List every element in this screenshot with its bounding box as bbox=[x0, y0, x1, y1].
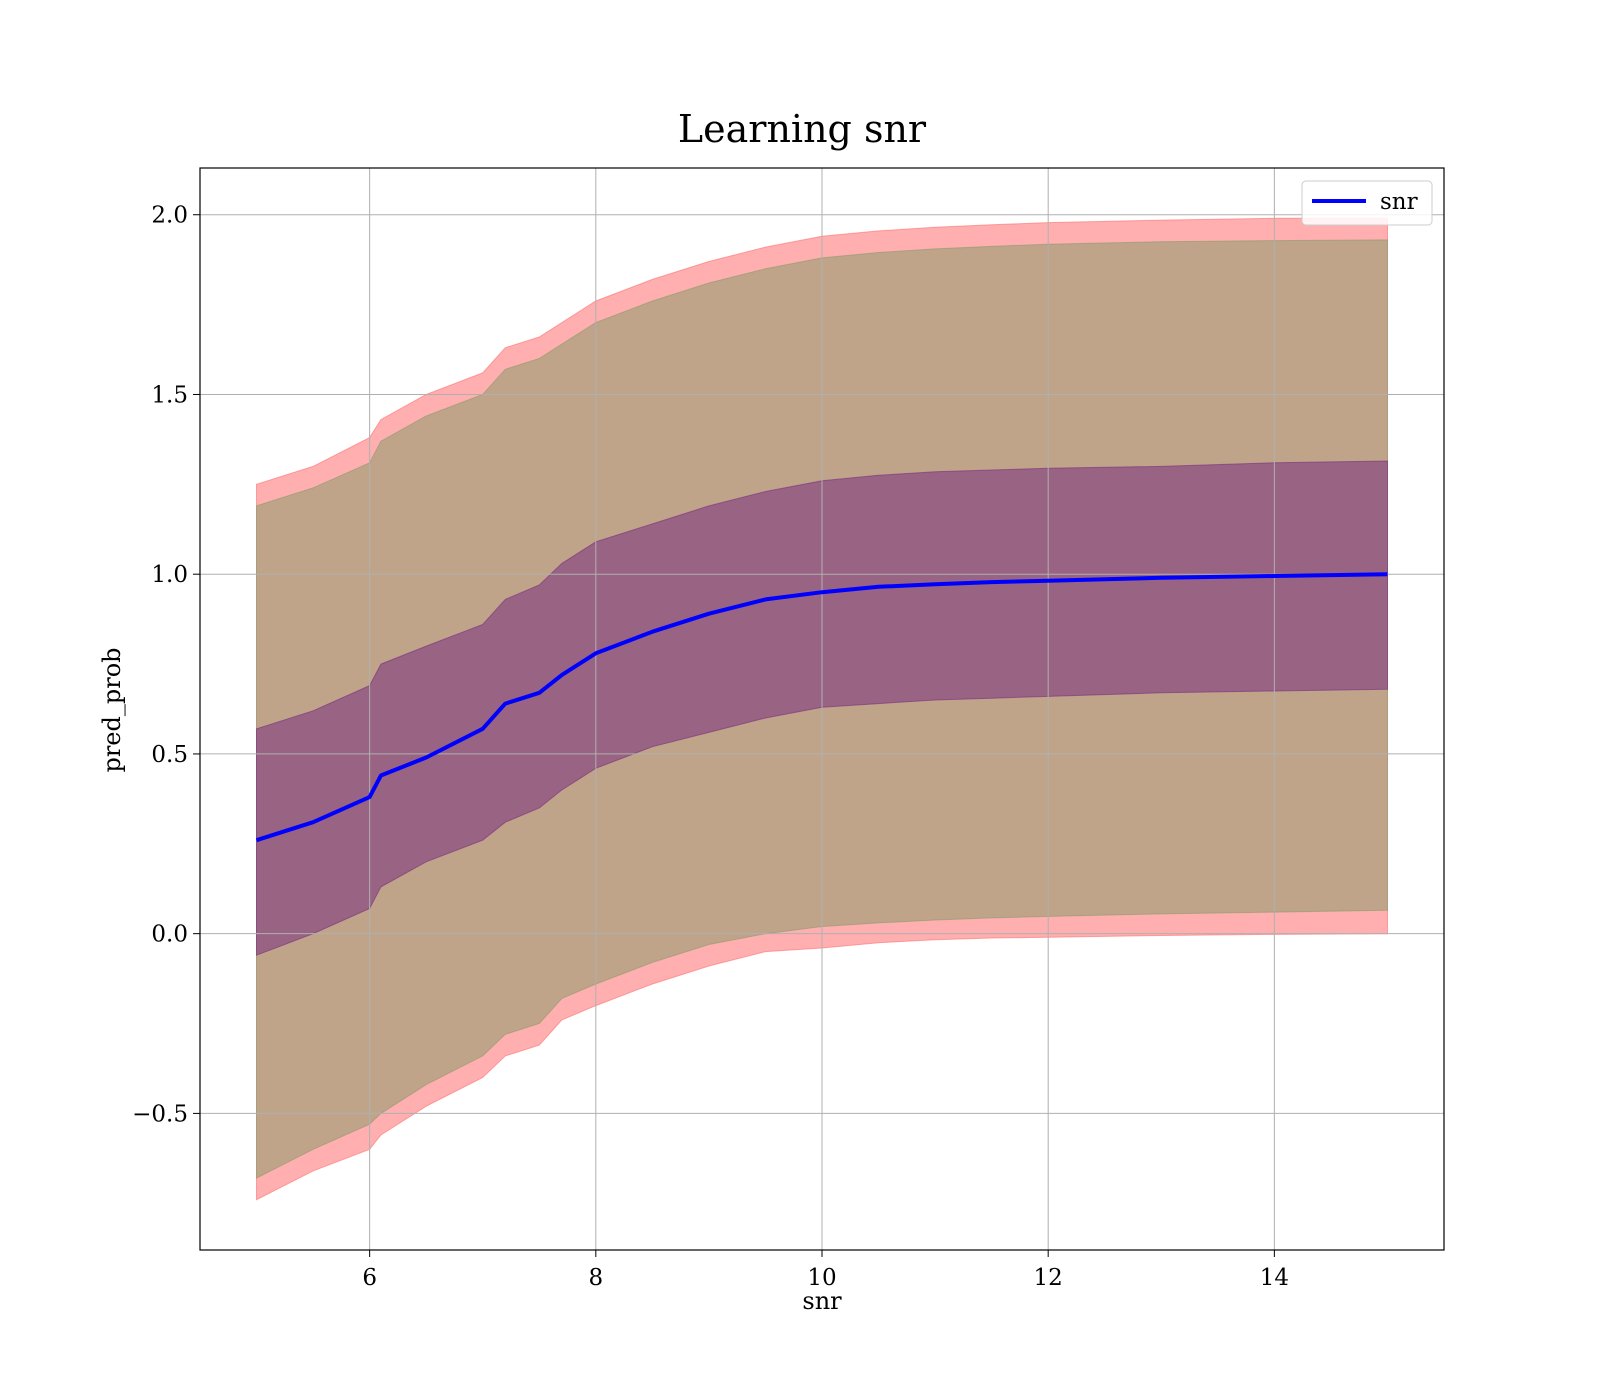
grid-lines bbox=[200, 168, 1444, 1250]
y-tick-label: −0.5 bbox=[132, 1101, 188, 1127]
legend-box bbox=[1301, 180, 1433, 226]
x-tick-label: 10 bbox=[807, 1265, 836, 1291]
series-line-1 bbox=[255, 572, 1388, 843]
y-tick-label: 1.0 bbox=[151, 562, 188, 588]
series-lines bbox=[255, 572, 1388, 843]
y-tick-label: 0.5 bbox=[151, 742, 188, 768]
chart-title: Learning snr bbox=[678, 107, 927, 151]
y-axis-label: pred_prob bbox=[98, 647, 126, 772]
y-tick-label: 2.0 bbox=[151, 203, 188, 229]
band-3 bbox=[256, 460, 1388, 956]
x-tick-label: 8 bbox=[588, 1265, 603, 1291]
y-tick-label: 0.0 bbox=[151, 922, 188, 948]
x-axis-ticks: 6 8 10 12 14 bbox=[362, 1250, 1289, 1291]
y-tick-label: 1.5 bbox=[151, 382, 188, 408]
y-axis-ticks: −0.5 0.0 0.5 1.0 1.5 2.0 bbox=[132, 203, 200, 1127]
x-tick-label: 12 bbox=[1034, 1265, 1063, 1291]
x-tick-label: 6 bbox=[362, 1265, 377, 1291]
x-axis-label: snr bbox=[802, 1287, 842, 1315]
x-tick-label: 14 bbox=[1260, 1265, 1289, 1291]
legend: snr bbox=[1301, 180, 1433, 226]
legend-label-snr: snr bbox=[1380, 189, 1418, 215]
